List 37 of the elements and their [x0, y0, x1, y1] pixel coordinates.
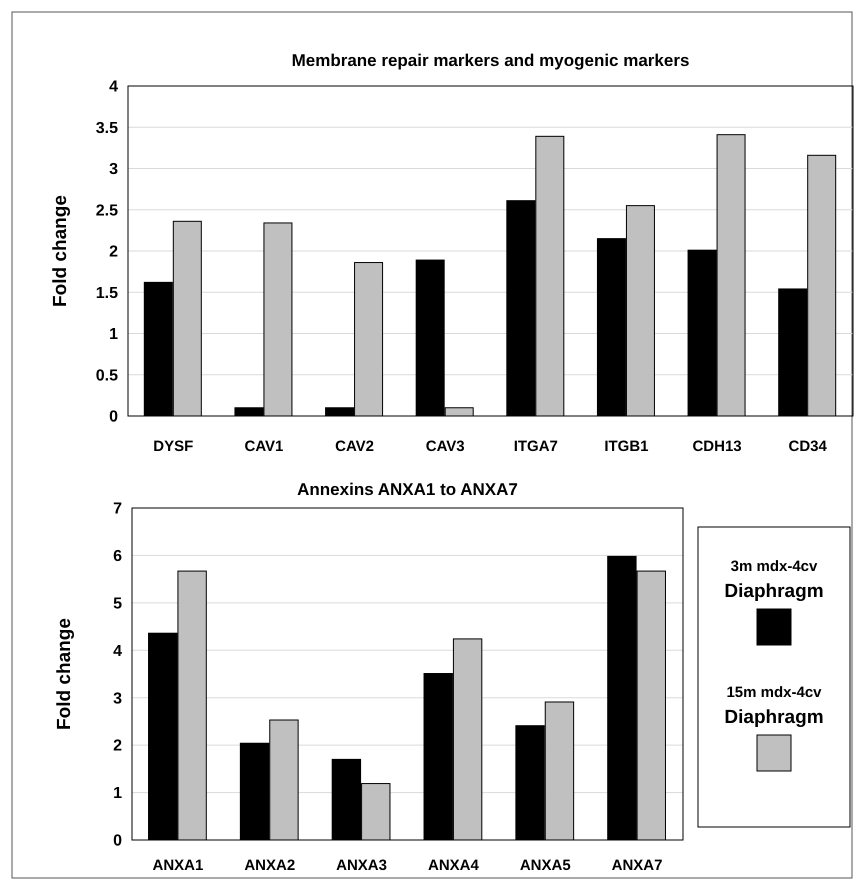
text: 3m mdx-4cv Diaphragm	[724, 558, 824, 602]
x-tick-label: ANXA5	[520, 857, 571, 874]
x-tick-label: CAV2	[335, 438, 374, 455]
chart-title: Annexins ANXA1 to ANXA7	[297, 480, 518, 499]
y-tick-label: 1	[109, 326, 118, 344]
y-tick-label: 7	[113, 500, 122, 518]
y-axis-title: Fold change	[54, 618, 75, 730]
y-axis-title: Fold change	[50, 195, 71, 307]
x-tick-label: DYSF	[153, 438, 194, 455]
y-tick-label: 3	[109, 161, 118, 178]
y-tick-label: 5	[113, 595, 122, 612]
y-tick-label: 2.5	[96, 202, 118, 220]
x-tick-label: ITGA7	[514, 438, 558, 455]
y-tick-label: 2	[113, 738, 122, 755]
y-tick-label: 3	[113, 690, 122, 708]
x-tick-label: ANXA1	[152, 857, 204, 874]
x-tick-label: ANXA3	[336, 857, 388, 874]
text: 15m mdx-4cv Diaphragm	[724, 684, 824, 728]
x-tick-label: CDH13	[692, 438, 742, 455]
x-tick-label: CD34	[788, 438, 828, 455]
y-tick-label: 6	[113, 548, 122, 566]
y-tick-label: 4	[109, 78, 118, 96]
y-tick-label: 1.5	[96, 284, 118, 302]
x-tick-label: ITGB1	[604, 438, 649, 455]
x-tick-label: ANXA2	[244, 857, 296, 874]
y-tick-label: 0	[113, 832, 122, 850]
chart-title: Membrane repair markers and myogenic markers	[292, 51, 690, 70]
x-tick-label: CAV3	[426, 438, 465, 455]
y-tick-label: 0.5	[96, 367, 118, 384]
x-tick-label: CAV1	[244, 438, 284, 455]
y-tick-label: 1	[113, 785, 122, 802]
y-tick-label: 0	[109, 408, 118, 426]
y-tick-label: 3.5	[96, 120, 118, 137]
y-tick-label: 2	[109, 244, 118, 261]
x-tick-label: ANXA7	[612, 857, 663, 874]
y-tick-label: 4	[113, 642, 122, 660]
x-tick-label: ANXA4	[428, 857, 480, 874]
